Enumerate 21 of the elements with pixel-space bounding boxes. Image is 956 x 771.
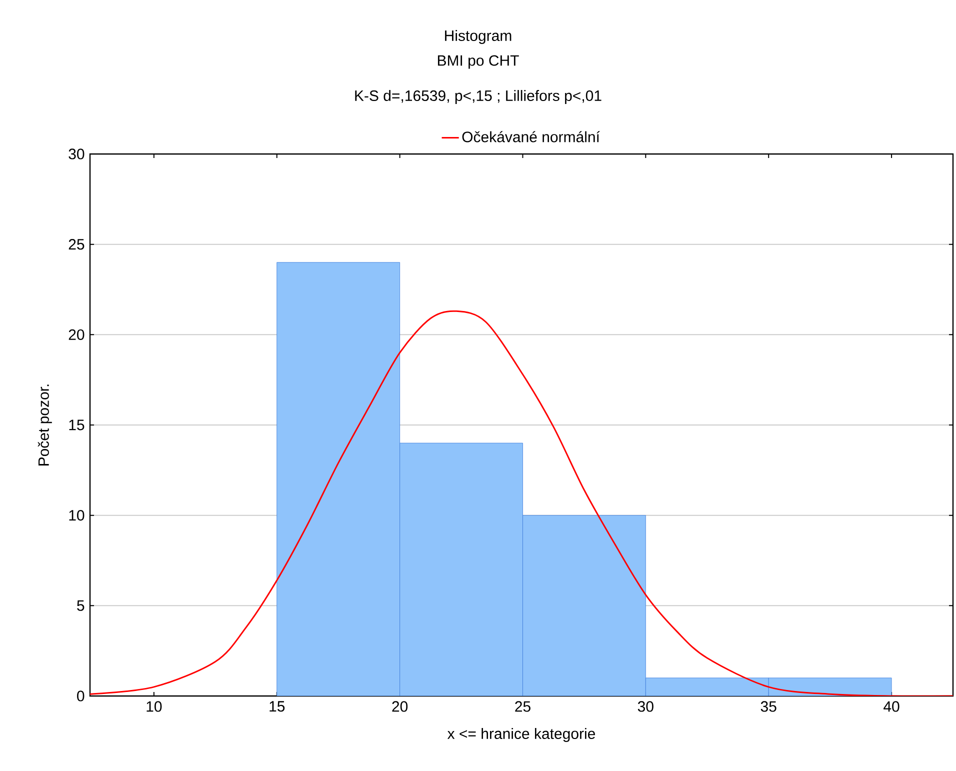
y-tick-label: 5 [77, 600, 84, 611]
chart-title: Histogram [445, 30, 512, 44]
chart-subtitle: BMI po CHT [438, 55, 519, 69]
y-tick-label: 15 [69, 420, 84, 430]
y-tick-label: 30 [68, 148, 84, 160]
x-axis-title: x <= hranice kategorie [447, 728, 596, 742]
y-tick-label: 10 [69, 510, 84, 521]
legend-label: Očekávané normální [462, 131, 600, 142]
x-tick-label: 30 [638, 701, 654, 712]
x-tick-label: 20 [392, 701, 408, 712]
line-series [90, 310, 954, 696]
y-tick-label: 20 [68, 329, 84, 340]
x-tick-label: 25 [515, 701, 530, 712]
text: K-S d=,16539, p<,15 ; Lilliefors p<,01 [355, 90, 602, 104]
x-tick-label: 35 [760, 701, 776, 712]
y-tick-label: 25 [68, 239, 84, 250]
x-tick-label: 15 [270, 701, 285, 712]
x-tick-label: 40 [884, 701, 900, 712]
y-axis-title: Počet pozor. [38, 384, 52, 466]
y-tick-label: 0 [77, 690, 84, 702]
x-tick-label: 10 [146, 701, 162, 712]
